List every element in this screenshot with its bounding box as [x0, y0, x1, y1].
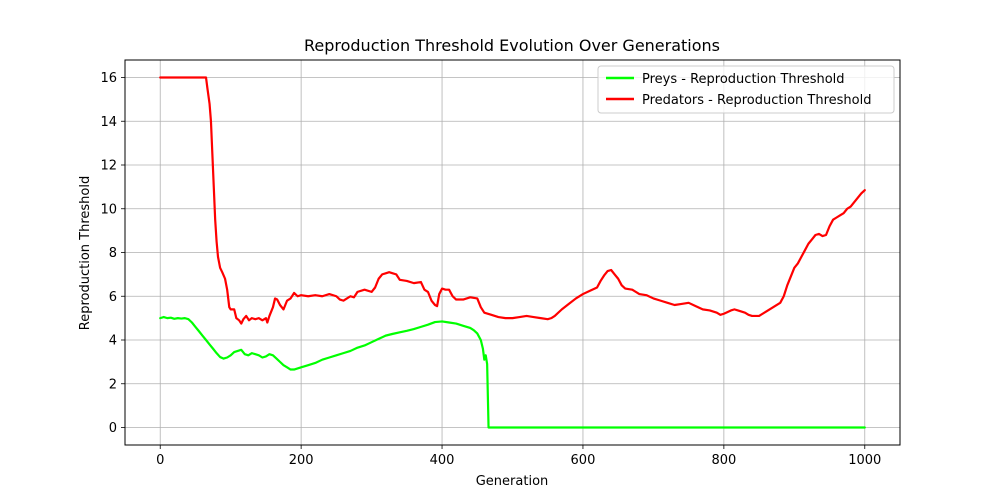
x-axis-label: Generation — [476, 474, 549, 489]
axis-ticks: 0 200 400 600 800 1000 0 2 4 6 8 10 12 14 16 — [100, 71, 881, 468]
x-tick-label: 1000 — [848, 453, 881, 468]
y-tick-label: 6 — [109, 290, 117, 305]
legend-label-preys: Preys - Reproduction Threshold — [642, 72, 845, 87]
grid-lines — [125, 60, 900, 445]
series-line-predators — [159, 76, 866, 325]
x-tick-label: 0 — [156, 453, 164, 468]
x-tick-label: 400 — [430, 453, 455, 468]
x-tick-label: 800 — [711, 453, 736, 468]
series-lines — [159, 76, 866, 429]
legend-label-predators: Predators - Reproduction Threshold — [642, 93, 871, 108]
series-line-preys — [159, 315, 866, 429]
y-tick-label: 10 — [100, 202, 117, 217]
y-tick-label: 12 — [100, 159, 117, 174]
y-tick-label: 14 — [100, 115, 117, 130]
y-tick-label: 2 — [109, 377, 117, 392]
x-tick-label: 600 — [571, 453, 596, 468]
legend-box — [597, 65, 895, 114]
chart-title: Reproduction Threshold Evolution Over Ge… — [304, 36, 720, 55]
y-tick-label: 0 — [109, 421, 117, 436]
y-axis-label: Reproduction Threshold — [78, 176, 93, 330]
y-tick-label: 8 — [109, 246, 117, 261]
legend: Preys - Reproduction Threshold Predators… — [597, 65, 895, 114]
y-tick-label: 4 — [109, 334, 117, 349]
y-tick-label: 16 — [100, 71, 117, 86]
x-tick-label: 200 — [289, 453, 314, 468]
